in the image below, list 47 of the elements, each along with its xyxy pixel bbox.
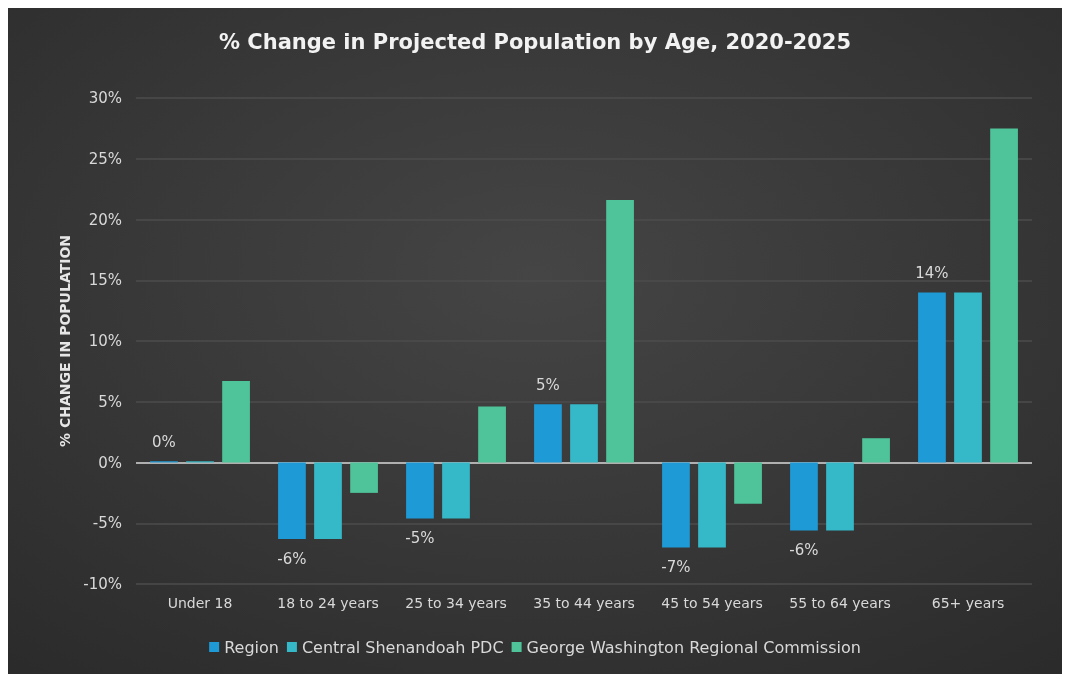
y-tick-label: 0% xyxy=(98,453,122,472)
y-tick-label: 10% xyxy=(88,332,122,350)
x-tick-label: 45 to 54 years xyxy=(661,595,763,611)
data-label: -6% xyxy=(277,549,307,568)
bar xyxy=(350,462,378,493)
x-tick-label: 25 to 34 years xyxy=(405,595,507,611)
data-label: -6% xyxy=(789,541,819,560)
bar xyxy=(570,404,598,463)
legend-label: George Washington Regional Commission xyxy=(526,637,861,657)
y-tick-label: 25% xyxy=(88,149,122,168)
bar xyxy=(662,462,690,548)
x-tick-label: 18 to 24 years xyxy=(277,595,379,611)
bar xyxy=(954,292,982,463)
y-tick-label: 20% xyxy=(88,210,122,229)
data-label: 14% xyxy=(915,263,949,282)
bar xyxy=(862,438,890,463)
bar xyxy=(534,404,562,463)
bar xyxy=(734,462,762,504)
chart-title: % Change in Projected Population by Age, 2020-2025 xyxy=(218,29,852,54)
y-tick-label: 15% xyxy=(88,271,122,290)
y-tick-label: 30% xyxy=(88,89,122,107)
x-tick-label: 35 to 44 years xyxy=(533,595,635,611)
x-tick-label: 65+ years xyxy=(931,595,1005,611)
bar xyxy=(918,292,946,463)
bar xyxy=(826,462,854,531)
data-label: 0% xyxy=(152,432,176,451)
y-tick-label: -10% xyxy=(83,575,122,593)
y-tick-label: -5% xyxy=(92,514,122,533)
bar xyxy=(698,462,726,548)
bar xyxy=(606,200,634,463)
x-tick-label: Under 18 xyxy=(167,595,233,611)
data-label: -5% xyxy=(405,528,435,547)
bar xyxy=(314,462,342,540)
bar xyxy=(478,406,506,463)
bar xyxy=(406,462,434,519)
bar xyxy=(278,462,306,540)
y-axis-title: % CHANGE IN POPULATION xyxy=(57,234,74,448)
data-label: 5% xyxy=(536,375,560,394)
legend-label: Central Shenandoah PDC xyxy=(301,637,504,657)
data-label: -7% xyxy=(661,558,691,577)
bar xyxy=(990,128,1018,463)
bar xyxy=(222,381,250,463)
y-tick-label: 5% xyxy=(98,392,122,411)
bar xyxy=(790,462,818,531)
bar xyxy=(442,462,470,519)
x-tick-label: 55 to 64 years xyxy=(789,595,891,611)
legend-label: Region xyxy=(224,637,279,657)
